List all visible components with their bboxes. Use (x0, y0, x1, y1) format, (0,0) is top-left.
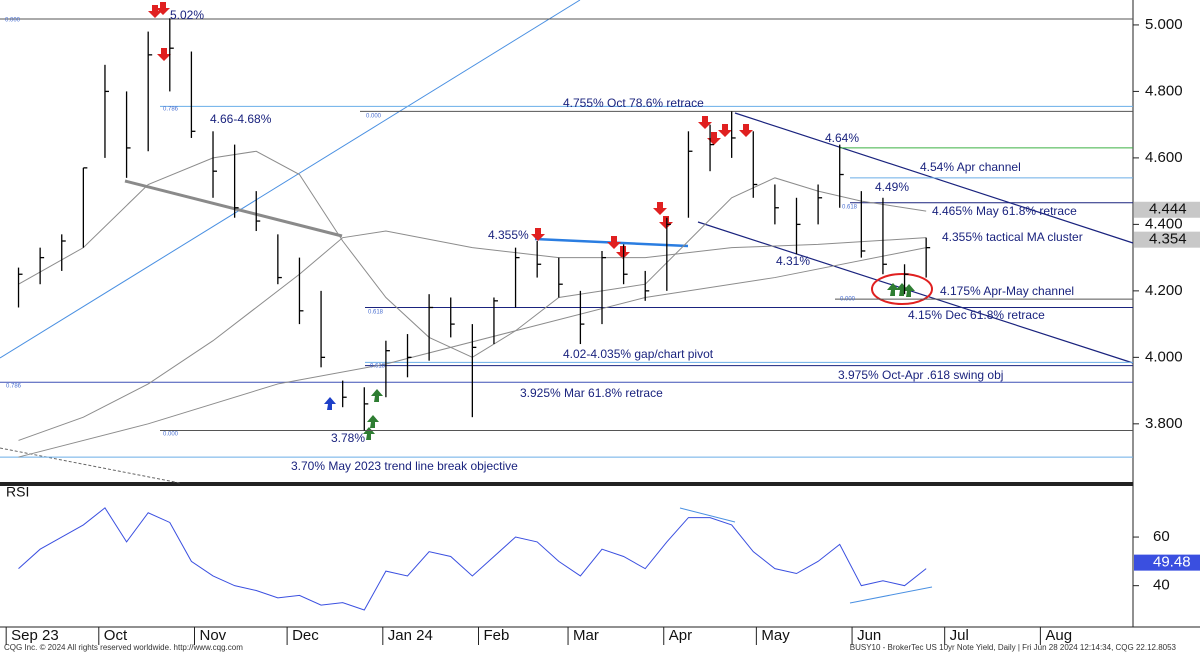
annotation: 4.175% Apr-May channel (940, 284, 1074, 298)
price-marker-label: 4.444 (1149, 201, 1187, 218)
fib-label: 0.618 (368, 310, 384, 316)
fib-label: 0.000 (5, 18, 21, 24)
y-tick-label: 4.600 (1145, 149, 1183, 166)
moving-average (18, 247, 927, 458)
fib-label: 0.000 (366, 114, 382, 120)
annotation: 4.465% May 61.8% retrace (932, 204, 1077, 218)
x-tick-label: Sep 23 (11, 627, 59, 644)
x-tick-label: Apr (669, 627, 692, 644)
rsi-trend (849, 586, 933, 604)
rsi-tick-label: 40 (1153, 577, 1170, 594)
x-tick-label: Oct (104, 627, 128, 644)
annotation: 4.31% (776, 254, 810, 268)
buy-arrow (324, 397, 336, 410)
y-tick-label: 4.400 (1145, 215, 1183, 232)
annotation: 4.755% Oct 78.6% retrace (563, 96, 704, 110)
trend-line (124, 179, 343, 238)
fib-label: 0.000 (840, 297, 856, 303)
annotation: 3.70% May 2023 trend line break objectiv… (291, 459, 518, 473)
fib-label: 0.786 (163, 107, 179, 113)
fib-label: 0.618 (370, 364, 386, 370)
rsi-trend (679, 507, 736, 523)
annotation: 3.78% (331, 431, 365, 445)
buy-arrows (363, 283, 915, 440)
y-tick-label: 5.000 (1145, 16, 1183, 33)
x-tick-label: Jan 24 (388, 627, 433, 644)
footer-left: CQG Inc. © 2024 All rights reserved worl… (4, 643, 243, 652)
annotation: 4.66-4.68% (210, 112, 272, 126)
price-marker (1134, 231, 1200, 248)
annotation: 3.925% Mar 61.8% retrace (520, 386, 663, 400)
fib-label: 0.618 (842, 205, 858, 211)
annotation: 4.49% (875, 180, 909, 194)
x-tick-label: Feb (484, 627, 510, 644)
rsi-line (18, 507, 927, 611)
x-tick-label: Mar (573, 627, 599, 644)
price-marker-label: 4.354 (1149, 231, 1187, 248)
rsi-title: RSI (6, 484, 29, 500)
x-tick-label: Jul (950, 627, 969, 644)
y-tick-label: 4.000 (1145, 348, 1183, 365)
panel-separator (0, 482, 1133, 486)
x-tick-label: May (761, 627, 790, 644)
x-tick-label: Nov (199, 627, 226, 644)
rsi-tick-label: 60 (1153, 528, 1170, 545)
highlight-circle (871, 273, 933, 305)
annotation: 5.02% (170, 8, 204, 22)
y-tick-label: 3.800 (1145, 415, 1183, 432)
footer-right: BUSY10 - BrokerTec US 10yr Note Yield, D… (850, 643, 1177, 652)
channel-line (697, 221, 1134, 364)
annotation: 3.975% Oct-Apr .618 swing obj (838, 368, 1003, 382)
fib-label: 0.786 (6, 384, 22, 390)
annotation: 4.64% (825, 131, 859, 145)
y-tick-label: 4.800 (1145, 82, 1183, 99)
annotation: 4.02-4.035% gap/chart pivot (563, 347, 714, 361)
annotation: 4.15% Dec 61.8% retrace (908, 308, 1045, 322)
x-tick-label: Dec (292, 627, 319, 644)
moving-average (18, 230, 927, 441)
fib-label: 0.000 (163, 432, 179, 438)
x-tick-label: Jun (857, 627, 881, 644)
price-marker (1134, 201, 1200, 218)
trend-line (0, 0, 581, 359)
annotation: 4.54% Apr channel (920, 160, 1021, 174)
x-tick-label: Aug (1045, 627, 1072, 644)
annotation: 4.355% tactical MA cluster (942, 230, 1083, 244)
rsi-marker (1134, 554, 1200, 571)
rsi-marker-label: 49.48 (1153, 554, 1191, 571)
annotation: 4.355% (488, 228, 529, 242)
y-tick-label: 4.200 (1145, 282, 1183, 299)
